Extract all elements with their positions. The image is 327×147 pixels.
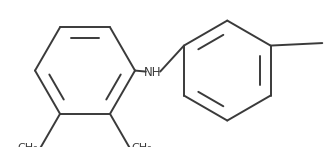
- Text: Br: Br: [325, 37, 327, 50]
- Text: NH: NH: [144, 66, 162, 78]
- Text: CH₃: CH₃: [18, 143, 38, 147]
- Text: CH₃: CH₃: [132, 143, 152, 147]
